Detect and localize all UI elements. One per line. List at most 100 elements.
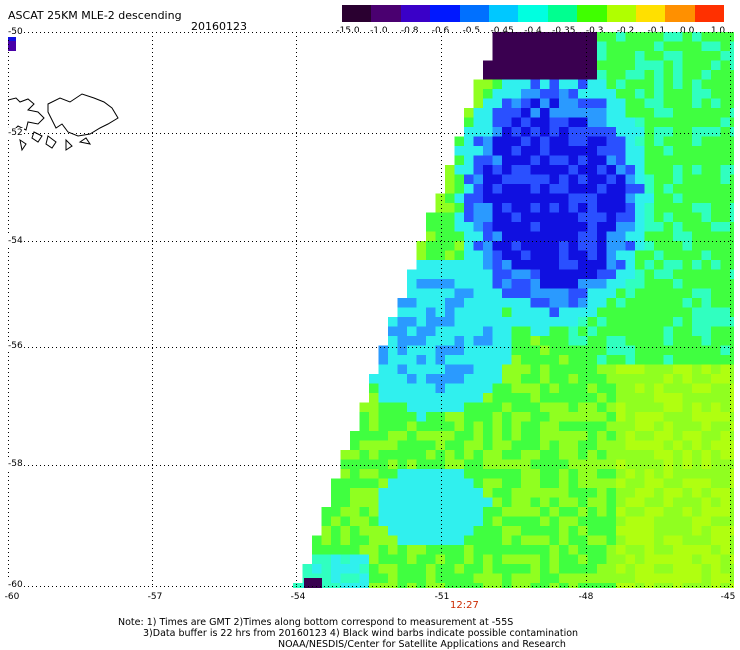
swath-cell	[350, 554, 360, 565]
swath-cell	[635, 431, 645, 441]
swath-cell	[530, 222, 541, 232]
swath-cell	[730, 231, 734, 242]
swath-cell	[454, 279, 465, 289]
swath-cell	[407, 298, 417, 308]
swath-cell	[625, 383, 636, 394]
swath-cell	[530, 440, 541, 451]
swath-cell	[549, 459, 560, 470]
swath-cell	[730, 174, 734, 185]
swath-cell	[426, 564, 436, 574]
swath-cell	[663, 165, 674, 175]
swath-cell	[644, 174, 655, 185]
swath-cell	[378, 345, 389, 356]
swath-cell	[492, 260, 503, 270]
swath-cell	[663, 279, 674, 289]
swath-cell	[616, 326, 626, 337]
swath-cell	[730, 345, 734, 356]
swath-cell	[587, 393, 598, 403]
swath-cell	[521, 269, 531, 280]
swath-cell	[502, 136, 512, 147]
swath-cell	[559, 51, 569, 61]
map-date: 20160123	[191, 20, 247, 33]
swath-cell	[616, 279, 626, 289]
swath-cell	[673, 127, 683, 137]
swath-cell	[549, 279, 560, 289]
swath-cell	[578, 421, 588, 432]
swath-cell	[454, 345, 465, 356]
swath-cell	[682, 364, 693, 375]
swath-cell	[521, 488, 531, 498]
swath-cell	[587, 298, 598, 308]
swath-cell	[625, 279, 636, 289]
swath-cell	[359, 583, 370, 588]
swath-cell	[616, 355, 626, 365]
swath-cell	[635, 51, 645, 61]
swath-cell	[730, 60, 734, 71]
swath-cell	[540, 60, 550, 71]
swath-cell	[483, 497, 493, 508]
swath-cell	[483, 212, 493, 223]
swath-cell	[578, 507, 588, 517]
swath-cell	[492, 165, 503, 175]
swath-cell	[711, 573, 721, 584]
swath-cell	[654, 279, 664, 289]
swath-cell	[644, 478, 655, 489]
swath-cell	[397, 526, 408, 536]
swath-cell	[378, 535, 389, 546]
swath-cell	[483, 450, 493, 460]
swath-cell	[597, 421, 607, 432]
swath-cell	[654, 412, 664, 422]
swath-cell	[692, 288, 702, 299]
swath-cell	[521, 535, 531, 546]
swath-cell	[540, 51, 550, 61]
swath-cell	[654, 326, 664, 337]
swath-cell	[331, 516, 341, 527]
swath-cell	[682, 412, 693, 422]
swath-cell	[464, 174, 474, 185]
swath-cell	[606, 260, 617, 270]
swath-cell	[663, 507, 674, 517]
swath-cell	[464, 535, 474, 546]
swath-cell	[407, 564, 417, 574]
swath-cell	[492, 279, 503, 289]
swath-cell	[730, 165, 734, 175]
swath-cell	[711, 554, 721, 565]
swath-cell	[663, 554, 674, 565]
swath-cell	[597, 222, 607, 232]
swath-cell	[530, 89, 541, 99]
swath-cell	[682, 79, 693, 90]
swath-cell	[616, 174, 626, 185]
swath-cell	[549, 326, 560, 337]
swath-cell	[701, 507, 712, 517]
swath-cell	[568, 184, 579, 194]
swath-cell	[711, 374, 721, 384]
swath-cell	[464, 165, 474, 175]
swath-cell	[369, 393, 379, 403]
swath-cell	[654, 193, 664, 204]
swath-cell	[701, 345, 712, 356]
swath-cell	[511, 127, 522, 137]
swath-cell	[293, 583, 303, 588]
swath-cell	[407, 516, 417, 527]
swath-cell	[663, 79, 674, 90]
swath-cell	[616, 583, 626, 588]
swath-cell	[673, 516, 683, 527]
swath-cell	[492, 231, 503, 242]
swath-cell	[701, 459, 712, 470]
swath-cell	[407, 317, 417, 327]
swath-cell	[692, 136, 702, 147]
swath-cell	[587, 288, 598, 299]
swath-cell	[730, 222, 734, 232]
swath-cell	[540, 108, 550, 118]
swath-cell	[711, 440, 721, 451]
swath-cell	[502, 393, 512, 403]
swath-cell	[711, 222, 721, 232]
swath-cell	[673, 507, 683, 517]
swath-cell	[416, 298, 427, 308]
swath-cell	[397, 355, 408, 365]
swath-cell	[597, 203, 607, 213]
swath-cell	[350, 459, 360, 470]
swath-cell	[682, 51, 693, 61]
swath-cell	[663, 469, 674, 479]
swath-cell	[654, 184, 664, 194]
